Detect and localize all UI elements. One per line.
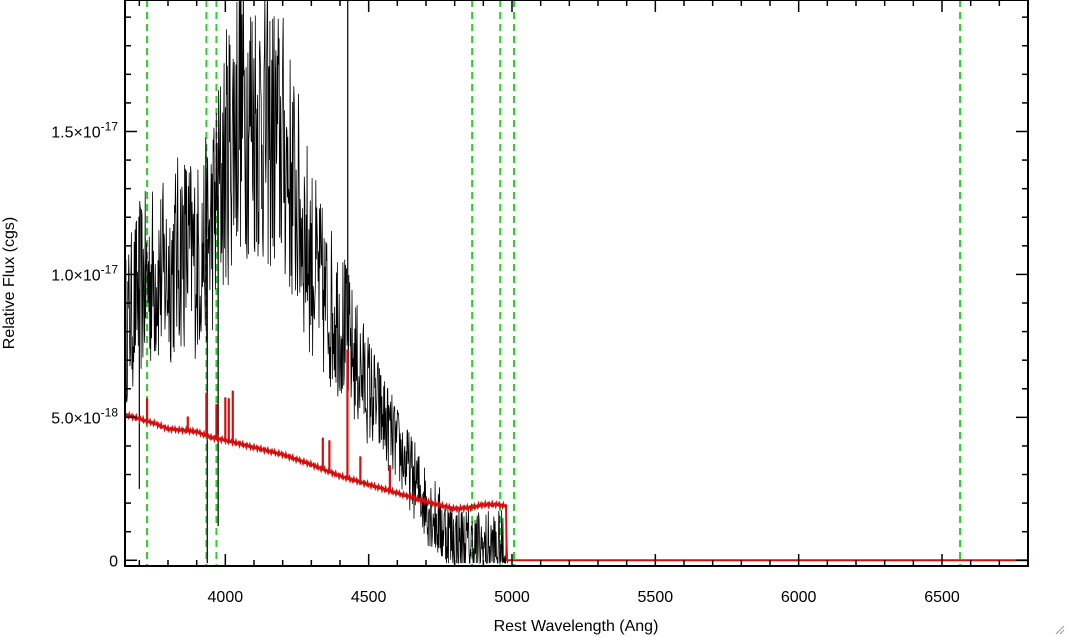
model-continuum-line bbox=[125, 410, 1028, 562]
y-tick-label: 1.5×10-17 bbox=[51, 119, 118, 141]
y-tick-label: 5.0×10-18 bbox=[51, 405, 118, 427]
model-spectrum-series bbox=[125, 349, 1028, 562]
x-tick-label: 5500 bbox=[638, 589, 674, 606]
x-tick-label: 6500 bbox=[924, 589, 960, 606]
plot-border bbox=[124, 0, 1029, 567]
x-tick-label: 4500 bbox=[351, 589, 387, 606]
observed-spectrum-line bbox=[125, 0, 508, 565]
y-tick-label: 0 bbox=[109, 553, 118, 570]
x-axis-title: Rest Wavelength (Ang) bbox=[494, 618, 659, 635]
x-tick-label: 5000 bbox=[494, 589, 530, 606]
x-tick-label: 4000 bbox=[208, 589, 244, 606]
observed-spectrum-series bbox=[125, 0, 508, 565]
resize-grip-icon[interactable] bbox=[1055, 625, 1065, 635]
tick-label-group: 4000 4500 5000 5500 6000 6500 0 5.0×10-18 1.0×10… bbox=[51, 119, 960, 606]
y-tick-label: 1.0×10-17 bbox=[51, 262, 118, 284]
y-axis-title: Relative Flux (cgs) bbox=[1, 217, 18, 349]
tick-group bbox=[125, 0, 1029, 566]
x-tick-label: 6000 bbox=[781, 589, 817, 606]
plot-frame bbox=[124, 0, 1029, 567]
